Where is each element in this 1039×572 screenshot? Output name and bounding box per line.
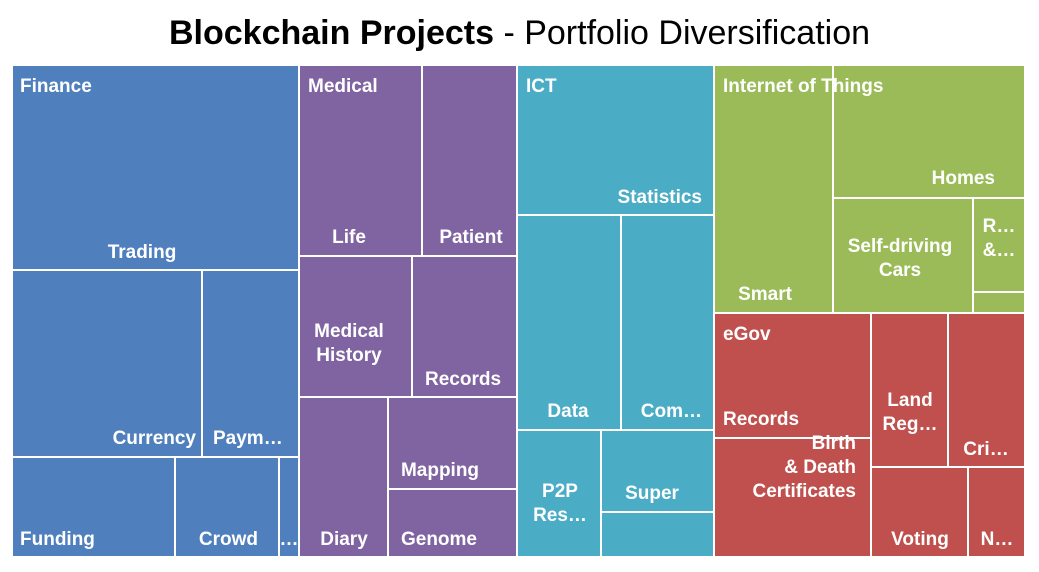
tile-label: Trading bbox=[108, 242, 177, 263]
tile-label: Res… bbox=[533, 505, 587, 526]
group-label: eGov bbox=[723, 324, 771, 345]
tile-label: Self-driving bbox=[848, 236, 953, 257]
treemap-tile[interactable] bbox=[620, 214, 715, 431]
tile-label: Cars bbox=[879, 260, 921, 281]
group-label: Medical bbox=[308, 76, 378, 97]
tile-label: Voting bbox=[891, 529, 949, 550]
treemap-tile[interactable] bbox=[516, 214, 622, 431]
group-finance: Trading Currency Paym… Funding Crowd … bbox=[11, 64, 300, 558]
treemap-tile[interactable] bbox=[967, 466, 1026, 558]
tile-label: Com… bbox=[641, 401, 702, 422]
treemap-tile[interactable] bbox=[174, 456, 280, 558]
tile-label: … bbox=[280, 529, 299, 550]
tile-label: R… bbox=[983, 216, 1016, 237]
group-egov: Records Land Reg… Cri… Birth & Death Certifica… bbox=[713, 312, 1026, 558]
tile-label: &… bbox=[983, 240, 1016, 261]
tile-label: Homes bbox=[932, 168, 995, 189]
group-label: Finance bbox=[20, 76, 92, 97]
tile-label: Life bbox=[332, 227, 366, 248]
treemap-tile[interactable] bbox=[516, 64, 715, 216]
treemap-tile[interactable] bbox=[298, 255, 413, 398]
treemap-tile[interactable] bbox=[870, 466, 969, 558]
treemap-tile[interactable] bbox=[713, 437, 872, 558]
treemap-tile[interactable] bbox=[600, 429, 715, 513]
tile-label: Mapping bbox=[401, 460, 479, 481]
tile-label: Currency bbox=[113, 428, 197, 449]
tile-label: Medical bbox=[314, 321, 384, 342]
tile-label: P2P bbox=[542, 481, 578, 502]
tile-label: Diary bbox=[320, 529, 368, 550]
treemap-tile[interactable] bbox=[298, 396, 389, 558]
tile-label: Records bbox=[723, 409, 799, 430]
chart-title: Blockchain Projects - Portfolio Diversif… bbox=[0, 14, 1039, 53]
tile-label: Data bbox=[547, 401, 589, 422]
group-medical: Life Patient Medical History Records Diary Map… bbox=[298, 64, 518, 558]
treemap-tile[interactable] bbox=[947, 312, 1026, 468]
treemap-tile[interactable] bbox=[421, 64, 518, 257]
treemap-tile[interactable] bbox=[972, 291, 1026, 314]
group-label: Internet of Things bbox=[723, 76, 883, 97]
treemap-tile[interactable] bbox=[11, 456, 176, 558]
treemap-tile[interactable] bbox=[972, 197, 1026, 293]
tile-label: Genome bbox=[401, 529, 477, 550]
tile-label: Patient bbox=[439, 227, 503, 248]
tile-label: Records bbox=[425, 369, 501, 390]
tile-label: Certificates bbox=[753, 481, 857, 502]
treemap-tile[interactable] bbox=[713, 312, 872, 439]
tile-label: Reg… bbox=[883, 414, 938, 435]
tile-label: Smart bbox=[738, 284, 793, 305]
group-label: ICT bbox=[526, 76, 557, 97]
treemap-tile[interactable] bbox=[411, 255, 518, 398]
treemap-tile[interactable] bbox=[713, 64, 834, 314]
treemap-tile[interactable] bbox=[832, 197, 974, 314]
tile-label: Statistics bbox=[618, 187, 702, 208]
group-ict: Statistics Data Com… P2P Res… Super bbox=[516, 64, 715, 558]
tile-label: Birth bbox=[812, 433, 856, 454]
treemap-tile[interactable] bbox=[387, 396, 518, 490]
tile-label: Funding bbox=[20, 529, 95, 550]
tile-label: N… bbox=[981, 529, 1014, 550]
tile-label: Paym… bbox=[213, 428, 283, 449]
chart-title-rest: - Portfolio Diversification bbox=[494, 14, 871, 52]
chart-title-bold: Blockchain Projects bbox=[168, 14, 494, 52]
group-internet-of-things: Smart Homes Self-driving Cars R… &… bbox=[713, 64, 1026, 314]
tile-label: Land bbox=[887, 390, 932, 411]
tile-label: Crowd bbox=[199, 529, 258, 550]
tile-label: Super bbox=[625, 483, 679, 504]
treemap-tile[interactable] bbox=[298, 64, 423, 257]
tile-label: History bbox=[316, 345, 382, 366]
treemap-tile[interactable] bbox=[600, 511, 715, 558]
tile-label: & Death bbox=[784, 457, 856, 478]
treemap-tile[interactable] bbox=[832, 64, 1026, 199]
tile-label: Cri… bbox=[963, 439, 1008, 460]
